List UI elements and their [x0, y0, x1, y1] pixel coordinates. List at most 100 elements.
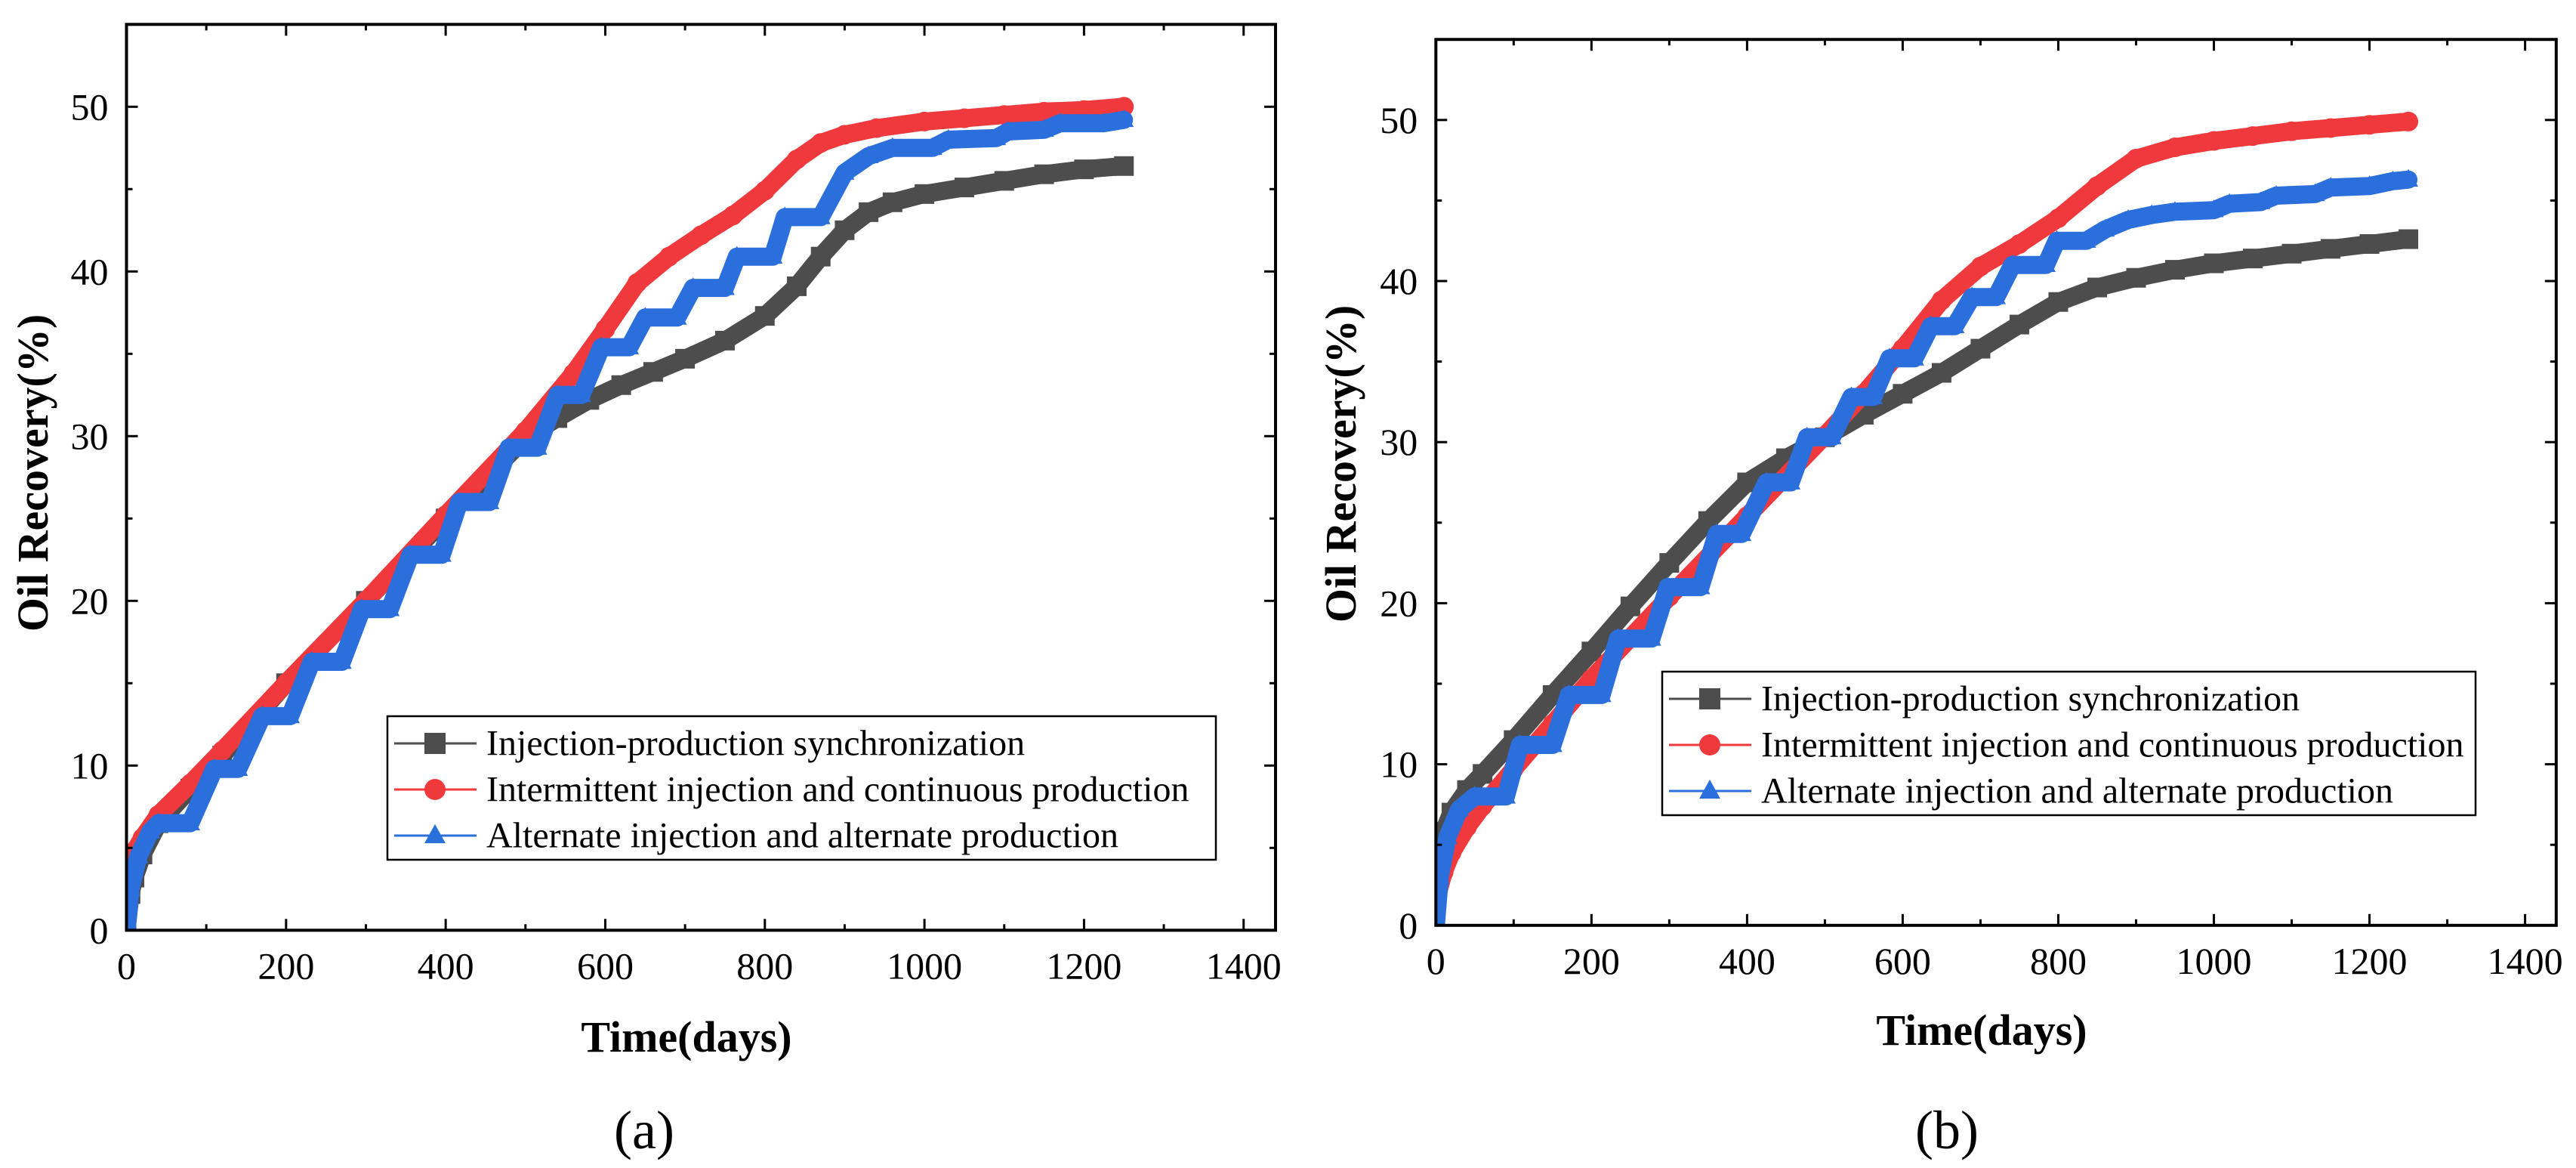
data-point-triangle	[1822, 426, 1842, 445]
data-point-triangle	[527, 437, 548, 455]
data-point-square	[2399, 229, 2419, 249]
data-point-circle	[659, 246, 679, 267]
data-point-circle	[2164, 138, 2185, 158]
y-tick-label: 40	[71, 250, 109, 292]
data-point-circle	[835, 125, 855, 145]
data-point-triangle	[1034, 119, 1054, 138]
y-tick-label: 30	[71, 415, 109, 457]
data-point-triangle	[2321, 177, 2341, 195]
data-point-circle	[2359, 115, 2380, 135]
x-tick-label: 1000	[2176, 940, 2252, 982]
data-point-square	[2204, 253, 2224, 273]
legend-frame	[386, 715, 1217, 861]
y-tick-label: 30	[1380, 421, 1418, 463]
data-point-triangle	[2220, 193, 2240, 212]
data-point-triangle	[1781, 471, 1801, 490]
data-point-square	[1659, 553, 1680, 573]
data-point-triangle	[1542, 734, 1563, 752]
y-tick-label: 20	[1380, 582, 1418, 624]
data-point-square	[1893, 384, 1913, 404]
data-point-triangle	[1641, 628, 1661, 646]
data-point-triangle	[859, 145, 879, 164]
data-point-triangle	[1114, 109, 1134, 128]
data-point-triangle	[1437, 826, 1458, 844]
data-point-triangle	[400, 544, 421, 562]
data-point-triangle	[380, 598, 400, 616]
x-tick-label: 200	[1563, 940, 1620, 982]
data-point-circle	[1970, 256, 1991, 277]
data-point-triangle	[126, 878, 140, 897]
data-point-triangle	[775, 206, 795, 224]
x-tick-label: 400	[1719, 940, 1775, 982]
data-point-triangle	[1863, 386, 1883, 404]
y-tick-label: 0	[90, 909, 109, 951]
data-point-triangle	[1608, 628, 1628, 646]
legend-entry: Alternate injection and alternate produc…	[1669, 771, 2393, 811]
legend-marker-circle	[424, 779, 446, 800]
data-point-square	[1114, 156, 1134, 176]
data-point-triangle	[922, 137, 942, 156]
data-point-triangle	[1050, 113, 1070, 131]
x-tick-label: 1400	[1206, 944, 1282, 987]
data-point-triangle	[2047, 230, 2067, 249]
plot-frame	[1434, 38, 2558, 927]
data-point-triangle	[1962, 286, 1982, 304]
data-point-circle	[2243, 126, 2263, 147]
data-point-triangle	[332, 650, 352, 669]
y-tick-label: 40	[1380, 260, 1418, 302]
x-tick-label: 200	[258, 944, 314, 987]
data-point-square	[1473, 764, 1493, 784]
legend-entry: Injection-production synchronization	[394, 724, 1025, 764]
data-point-square	[2087, 277, 2107, 298]
data-point-circle	[810, 133, 831, 153]
data-point-triangle	[2142, 204, 2162, 222]
y-axis-title: Oil Recovery(%)	[8, 314, 57, 632]
data-point-triangle	[2383, 170, 2403, 189]
data-point-square	[643, 362, 663, 382]
data-point-circle	[212, 740, 233, 761]
data-point-triangle	[1841, 386, 1862, 404]
data-point-triangle	[2251, 191, 2271, 209]
data-point-triangle	[1690, 576, 1711, 595]
legend-label: Alternate injection and alternate produc…	[486, 816, 1118, 856]
data-point-triangle	[1496, 786, 1516, 804]
data-point-triangle	[1510, 734, 1530, 752]
legend-label: Intermittent injection and continuous pr…	[1761, 725, 2463, 765]
data-point-circle	[691, 225, 711, 246]
data-point-square	[835, 220, 855, 240]
data-point-triangle	[548, 384, 568, 403]
data-point-triangle	[1920, 315, 1941, 334]
data-point-square	[714, 330, 735, 351]
x-axis-title: Time(days)	[581, 1012, 791, 1061]
data-point-circle	[2048, 208, 2069, 228]
data-point-triangle	[431, 544, 452, 562]
data-point-triangle	[498, 437, 519, 455]
panel-label: (b)	[1915, 1100, 1979, 1160]
y-axis-title: Oil Recovery(%)	[1316, 305, 1365, 623]
data-point-triangle	[986, 127, 1007, 146]
data-point-square	[754, 306, 775, 326]
x-tick-label: 1400	[2488, 940, 2563, 982]
data-point-triangle	[180, 812, 201, 830]
data-point-triangle	[480, 491, 500, 509]
legend-marker-square	[1699, 688, 1720, 709]
data-point-triangle	[252, 705, 273, 724]
data-point-triangle	[204, 758, 224, 777]
data-point-square	[2126, 267, 2146, 288]
data-point-circle	[515, 421, 535, 441]
data-point-triangle	[2399, 168, 2419, 187]
data-point-triangle	[1945, 315, 1965, 334]
data-point-triangle	[571, 384, 591, 403]
data-point-square	[1620, 596, 1640, 616]
data-point-square	[882, 192, 902, 212]
data-point-circle	[595, 319, 615, 339]
legend: Injection-production synchronization Inte…	[1661, 670, 2477, 817]
data-point-square	[2359, 233, 2380, 254]
data-point-circle	[954, 108, 974, 128]
panel-a: 0 200 400 600 800 1000 1200 1400 0 10 20 30 40 50 Time…	[8, 23, 1282, 1160]
data-point-triangle	[2164, 201, 2185, 219]
x-tick-label: 1200	[2332, 940, 2408, 982]
data-point-triangle	[1904, 348, 1924, 366]
legend-marker-triangle	[424, 823, 446, 844]
